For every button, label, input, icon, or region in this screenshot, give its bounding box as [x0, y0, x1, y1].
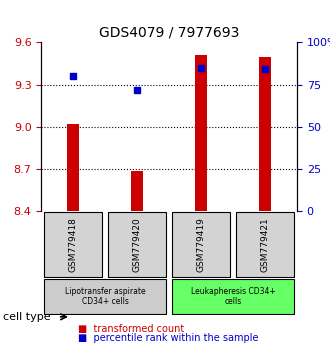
Bar: [67, 124, 79, 211]
FancyBboxPatch shape: [172, 212, 230, 277]
Title: GDS4079 / 7977693: GDS4079 / 7977693: [99, 26, 239, 40]
Bar: [131, 171, 143, 211]
FancyBboxPatch shape: [236, 212, 294, 277]
Text: Leukapheresis CD34+
cells: Leukapheresis CD34+ cells: [191, 287, 276, 306]
FancyBboxPatch shape: [45, 212, 102, 277]
Text: GSM779419: GSM779419: [197, 217, 206, 272]
FancyBboxPatch shape: [108, 212, 166, 277]
Bar: [195, 55, 207, 211]
FancyBboxPatch shape: [172, 279, 294, 314]
Text: cell type: cell type: [3, 312, 51, 322]
Text: ■  transformed count: ■ transformed count: [78, 324, 184, 334]
Bar: [259, 57, 271, 211]
Text: GSM779421: GSM779421: [260, 217, 270, 272]
FancyBboxPatch shape: [45, 279, 166, 314]
Text: ■  percentile rank within the sample: ■ percentile rank within the sample: [78, 333, 258, 343]
Text: Lipotransfer aspirate
CD34+ cells: Lipotransfer aspirate CD34+ cells: [65, 287, 146, 306]
Text: GSM779420: GSM779420: [133, 217, 142, 272]
Text: GSM779418: GSM779418: [69, 217, 78, 272]
